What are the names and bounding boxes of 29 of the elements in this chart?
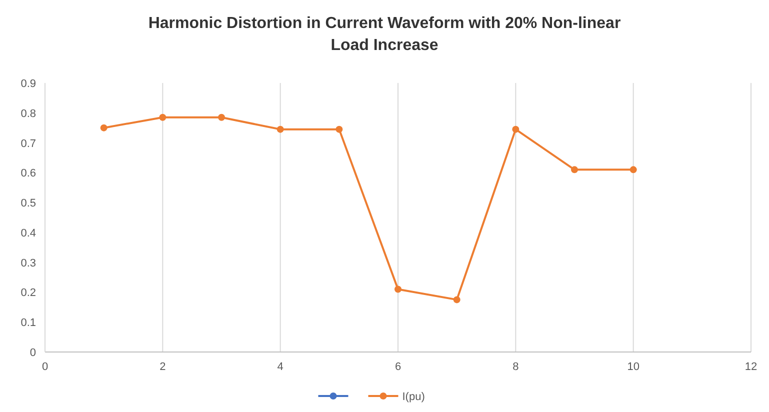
- y-tick-label: 0.1: [20, 317, 36, 330]
- point: [571, 166, 578, 174]
- x-tick-label: 2: [160, 361, 166, 373]
- y-tick-label: 0: [30, 347, 36, 359]
- point: [512, 126, 520, 133]
- legend-label: I(pu): [402, 391, 425, 403]
- y-tick-label: 0.6: [20, 168, 36, 180]
- x-tick-label: 10: [627, 361, 640, 373]
- y-tick-label: 0.4: [20, 227, 36, 240]
- point: [159, 114, 166, 121]
- y-tick-label: 0.9: [20, 78, 36, 90]
- y-tick-label: 0.5: [20, 198, 36, 210]
- x-tick-label: 0: [42, 361, 48, 373]
- x-tick-label: 12: [744, 361, 758, 373]
- point: [218, 114, 225, 121]
- point: [453, 296, 460, 304]
- chart-title: Harmonic Distortion in Current Waveform with 20% Non-linear Load Increase: [148, 15, 621, 54]
- point: [276, 126, 284, 133]
- x-tick-label: 4: [277, 361, 284, 373]
- point: [394, 286, 402, 293]
- point: [630, 166, 637, 174]
- x-tick-label: 6: [394, 361, 402, 373]
- point: [336, 126, 343, 133]
- y-tick-label: 0.2: [20, 287, 36, 300]
- x-tick-label: 8: [512, 361, 519, 373]
- y-tick-label: 0.8: [20, 108, 36, 120]
- point: [100, 124, 108, 132]
- y-tick-label: 0.7: [20, 138, 36, 150]
- y-tick-label: 0.3: [20, 257, 36, 270]
